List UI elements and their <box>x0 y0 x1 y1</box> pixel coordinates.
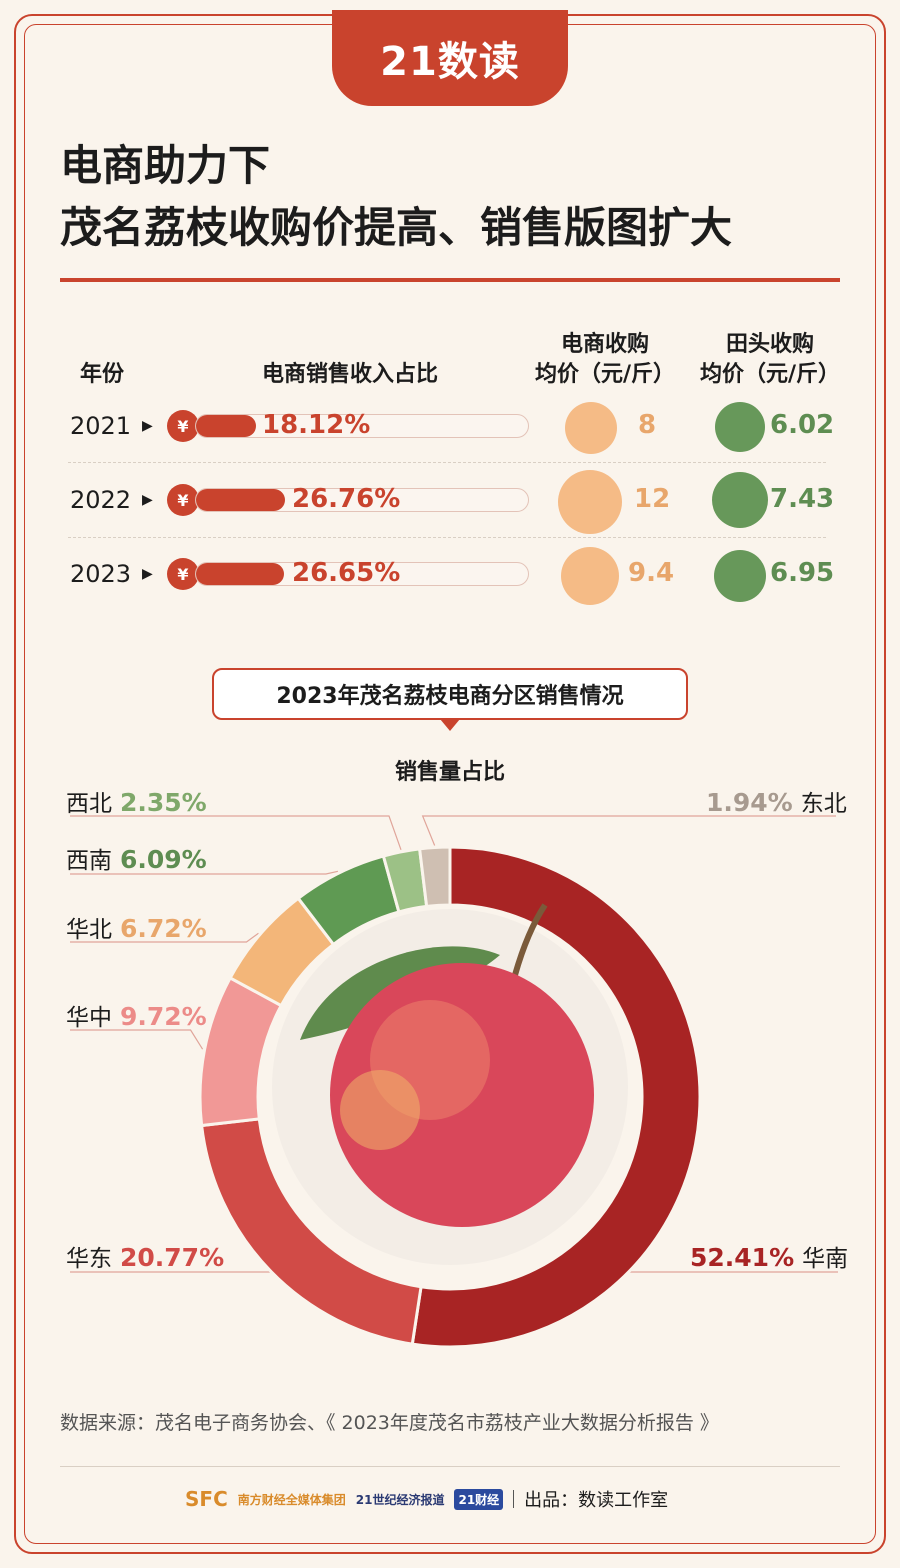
arrow-right-icon: ▶ <box>142 492 153 508</box>
ecom-price-bubble <box>561 547 619 605</box>
money-bag-icon: ¥ <box>167 410 199 442</box>
leader-line <box>70 815 402 851</box>
arrow-right-icon: ▶ <box>142 418 153 434</box>
sfc-logo-text: 南方财经全媒体集团 <box>237 1492 346 1507</box>
donut-slices <box>198 845 702 1349</box>
21finance-logo: 21财经 <box>454 1488 504 1510</box>
region-name: 华南 <box>802 1246 849 1272</box>
region-name: 东北 <box>800 791 847 817</box>
arrow-right-icon: ▶ <box>142 566 153 582</box>
share-bar-track <box>195 488 529 512</box>
footer-divider <box>60 1466 840 1467</box>
region-label-xinan: 西南 6.09% <box>66 841 207 875</box>
share-bar-track <box>195 414 529 438</box>
region-share: 52.41% <box>690 1243 795 1272</box>
region-share: 9.72% <box>120 1002 207 1031</box>
region-label-huazhong: 华中 9.72% <box>66 998 207 1032</box>
field-price-value: 6.95 <box>770 558 835 588</box>
leader-line <box>70 1029 204 1050</box>
brand-tab: 21数读 <box>332 10 568 106</box>
header-year: 年份 <box>79 362 124 387</box>
page-title-line1: 电商助力下 <box>60 141 271 190</box>
field-price-value: 6.02 <box>770 410 835 440</box>
ecom-price-value: 8 <box>638 410 657 440</box>
leader-line <box>421 815 836 846</box>
footer-separator <box>513 1490 515 1508</box>
region-label-huanan: 52.41% 华南 <box>690 1239 848 1273</box>
share-value: 26.76% <box>292 484 401 514</box>
row-separator <box>68 462 826 463</box>
page-title-line2: 茂名荔枝收购价提高、销售版图扩大 <box>60 203 733 252</box>
region-share: 1.94% <box>706 788 793 817</box>
share-value: 18.12% <box>262 410 371 440</box>
money-bag-icon: ¥ <box>167 558 199 590</box>
region-share: 2.35% <box>120 788 207 817</box>
region-name: 西北 <box>66 791 112 817</box>
header-ecom-price: 电商收购 均价（元/斤） <box>534 332 676 387</box>
sfc-logo: SFC <box>185 1487 228 1511</box>
region-label-huabei: 华北 6.72% <box>66 910 207 944</box>
field-price-bubble <box>712 472 768 528</box>
region-share: 20.77% <box>120 1243 225 1272</box>
share-bar-fill <box>196 415 257 437</box>
region-label-xibei: 西北 2.35% <box>66 784 207 818</box>
ecom-price-bubble <box>565 402 617 454</box>
ecom-price-bubble <box>558 470 622 534</box>
title-pointer <box>440 719 460 731</box>
leader-line <box>70 932 259 943</box>
region-name: 西南 <box>66 848 112 874</box>
region-name: 华中 <box>66 1005 112 1031</box>
share-bar-track <box>195 562 529 586</box>
leader-lines <box>70 815 838 1273</box>
title-divider <box>60 278 840 282</box>
header-share: 电商销售收入占比 <box>261 362 438 387</box>
region-name: 华北 <box>66 917 112 943</box>
donut-slice <box>410 845 702 1349</box>
footer-logos: SFC 南方财经全媒体集团 21世纪经济报道 21财经 出品：数读工作室 <box>185 1486 668 1512</box>
field-price-value: 7.43 <box>770 484 835 514</box>
share-value: 26.65% <box>292 558 401 588</box>
row-separator <box>68 537 826 538</box>
row-year: 2022 <box>70 486 132 514</box>
donut-subtitle: 销售量占比 <box>394 760 505 785</box>
region-label-dongbei: 1.94% 东北 <box>706 784 847 818</box>
region-name: 华东 <box>66 1246 112 1272</box>
region-label-huadong: 华东 20.77% <box>66 1239 224 1273</box>
field-price-bubble <box>715 402 765 452</box>
region-share: 6.72% <box>120 914 207 943</box>
producer-credit: 出品：数读工作室 <box>524 1490 669 1511</box>
brand-logo: 21数读 <box>380 39 520 85</box>
share-bar-fill <box>196 563 285 585</box>
region-share: 6.09% <box>120 845 207 874</box>
leader-line <box>70 870 339 875</box>
ecom-price-value: 12 <box>634 484 671 514</box>
row-year: 2021 <box>70 412 132 440</box>
data-source-note: 数据来源：茂名电子商务协会、《 2023年度茂名市荔枝产业大数据分析报告 》 <box>60 1412 719 1434</box>
money-bag-icon: ¥ <box>167 484 199 516</box>
field-price-bubble <box>714 550 766 602</box>
21cbh-logo: 21世纪经济报道 <box>355 1492 445 1507</box>
header-field-price: 田头收购 均价（元/斤） <box>699 332 841 387</box>
lychee-illustration <box>272 903 628 1265</box>
ecom-price-value: 9.4 <box>628 558 675 588</box>
share-bar-fill <box>196 489 285 511</box>
donut-slice <box>417 845 452 909</box>
row-year: 2023 <box>70 560 132 588</box>
